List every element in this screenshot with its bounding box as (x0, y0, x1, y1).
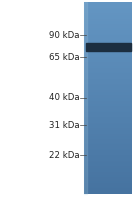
Bar (84, 2, 87, 194)
Bar (86, 43, 131, 51)
Text: 65 kDa: 65 kDa (49, 52, 79, 62)
Text: 40 kDa: 40 kDa (49, 94, 79, 102)
Text: 31 kDa: 31 kDa (49, 120, 79, 130)
Text: 90 kDa: 90 kDa (49, 30, 79, 40)
Text: 22 kDa: 22 kDa (49, 150, 79, 160)
